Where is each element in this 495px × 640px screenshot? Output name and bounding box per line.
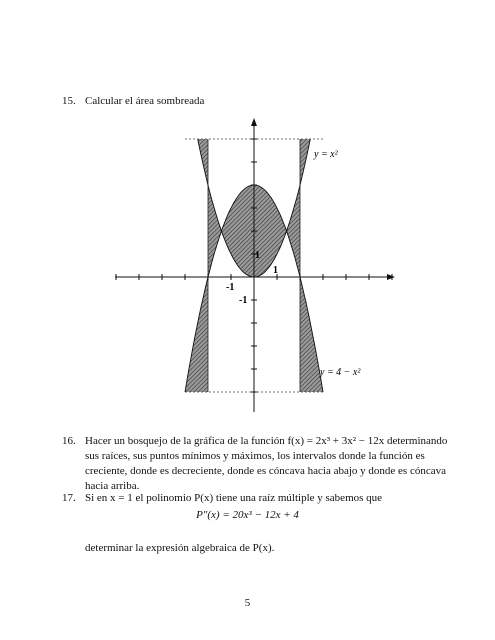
problem-number: 17. — [62, 492, 76, 504]
equation: P″(x) = 20x³ − 12x + 4 — [196, 509, 299, 521]
problem-number: 16. — [62, 435, 76, 447]
problem-text: determinar la expresión algebraica de P(… — [85, 542, 275, 554]
tick-label: 1 — [255, 250, 260, 261]
problem: determinar la expresión algebraica de P(… — [62, 541, 452, 556]
arrow — [387, 274, 395, 280]
tick-label: -1 — [239, 295, 247, 306]
problem: 15. Calcular el área sombreada — [62, 94, 452, 109]
shaded-region — [185, 277, 208, 392]
page-number: 5 — [244, 597, 251, 609]
problem: 17. Si en x = 1 el polinomio P(x) tiene … — [62, 491, 452, 506]
tick-label: 1 — [273, 265, 278, 276]
problem-text: Calcular el área sombreada — [85, 95, 205, 107]
curve-label: y = 4 − x² — [319, 367, 361, 378]
shaded-region — [300, 277, 323, 392]
shaded-region — [208, 185, 222, 277]
problem-text: Hacer un bosquejo de la gráfica de la fu… — [85, 435, 448, 492]
tick-label: -1 — [226, 282, 234, 293]
shaded-region — [286, 185, 300, 277]
problem-text: Si en x = 1 el polinomio P(x) tiene una … — [85, 492, 383, 504]
arrow — [251, 118, 257, 126]
problem-number: 15. — [62, 95, 76, 107]
curve-label: y = x² — [313, 149, 339, 160]
problem: 16. Hacer un bosquejo de la gráfica de l… — [62, 434, 452, 494]
